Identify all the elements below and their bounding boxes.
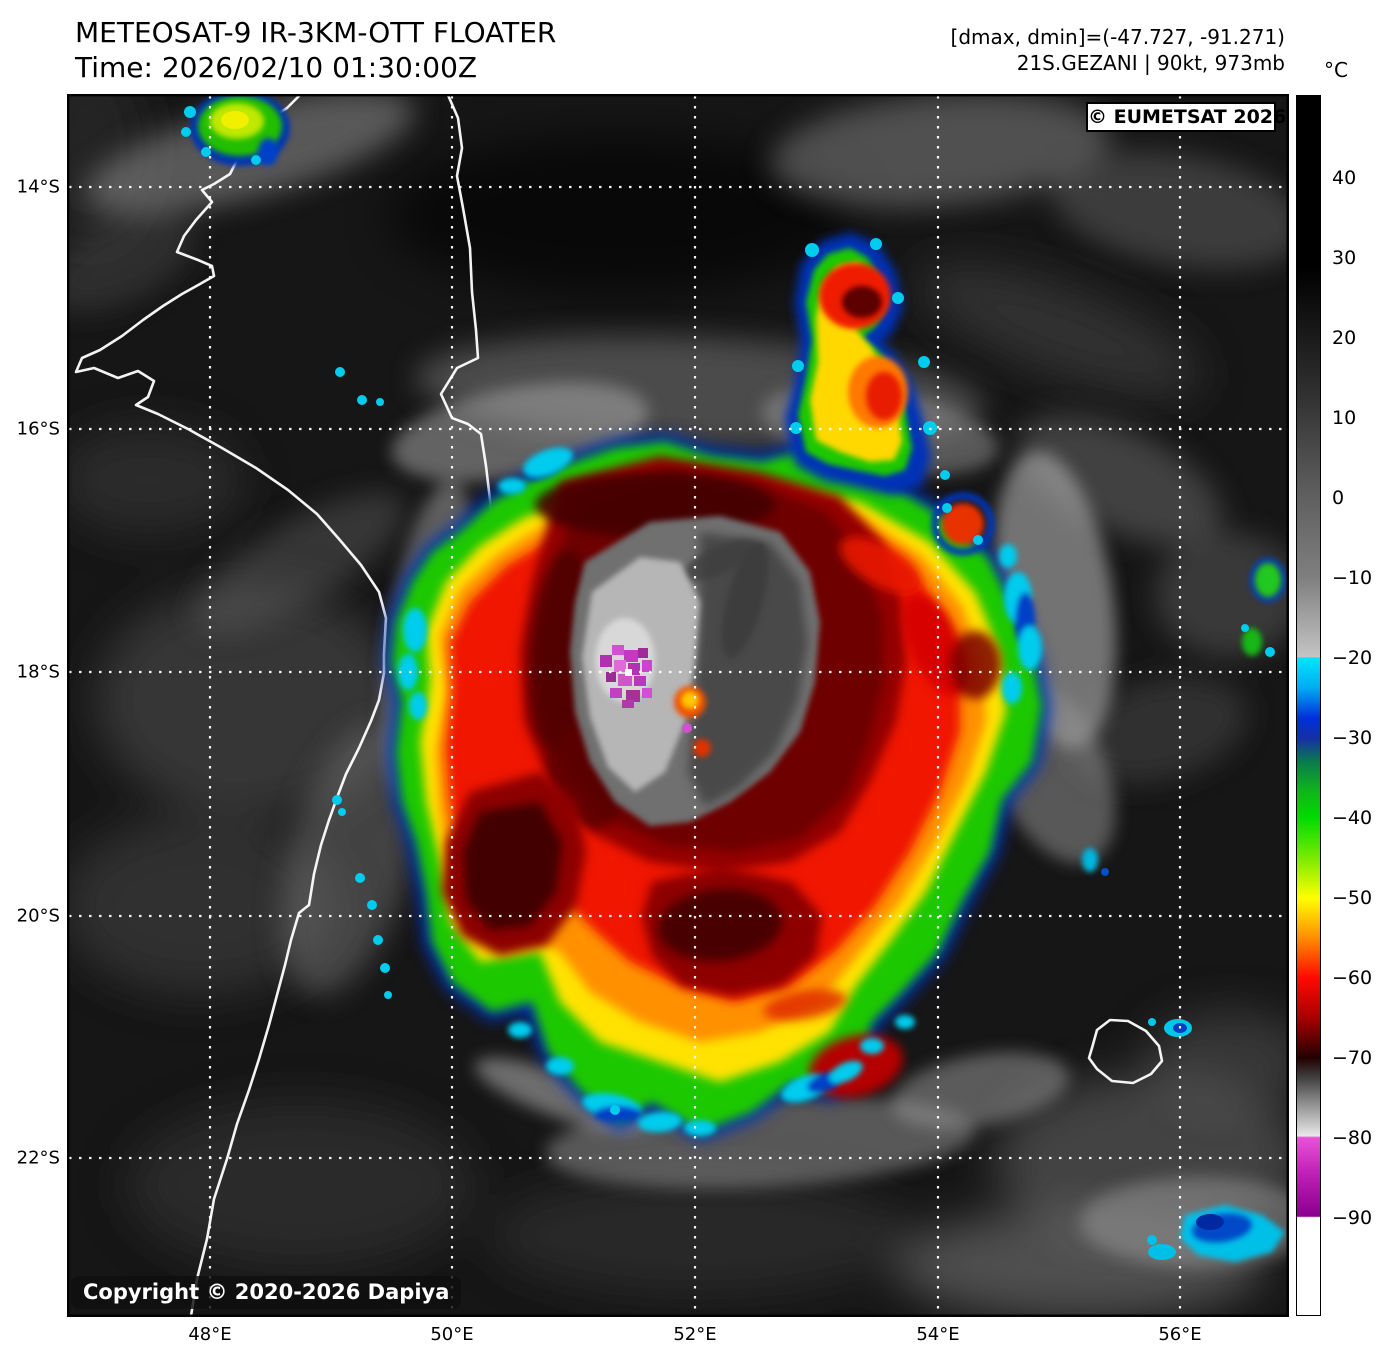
cyclone-eye <box>570 516 820 826</box>
page-title: METEOSAT-9 IR-3KM-OTT FLOATER <box>75 16 557 49</box>
eye-small-magenta-dot <box>682 723 692 733</box>
storm-metadata: [dmax, dmin]=(-47.727, -91.271) 21S.GEZAN… <box>951 24 1285 76</box>
northwest-storm-cell <box>181 94 290 166</box>
colorbar-tick-label: −10 <box>1332 567 1373 589</box>
colorbar-tick-label: 30 <box>1332 247 1357 269</box>
colorbar-tick-label: −60 <box>1332 967 1373 989</box>
latitude-tick-label: 20°S <box>16 905 60 927</box>
colorbar-tick-label: −30 <box>1332 727 1373 749</box>
longitude-tick-label: 56°E <box>1158 1324 1202 1345</box>
longitude-tick-label: 52°E <box>673 1324 717 1345</box>
colorbar-tick-label: −80 <box>1332 1127 1373 1149</box>
colorbar-tick-label: −20 <box>1332 647 1373 669</box>
latitude-tick-label: 16°S <box>16 418 60 440</box>
longitude-tick-label: 50°E <box>430 1324 474 1345</box>
storm-intensity-line: 21S.GEZANI | 90kt, 973mb <box>1016 51 1285 75</box>
colorbar-tick-label: 40 <box>1332 167 1357 189</box>
colorbar-tick-label: 20 <box>1332 327 1357 349</box>
copyright-badge: Copyright © 2020-2026 Dapiya <box>71 1276 462 1309</box>
satellite-image <box>67 94 1289 1317</box>
latitude-tick-label: 14°S <box>16 176 60 198</box>
scattered-cold-cells <box>1082 558 1286 1262</box>
latitude-tick-label: 22°S <box>16 1147 60 1169</box>
temperature-colorbar <box>1296 95 1321 1316</box>
cyan-specks <box>332 238 983 1115</box>
madagascar-west-coastline <box>74 94 388 1317</box>
provider-badge: © EUMETSAT 2026 <box>1086 102 1286 132</box>
longitude-tick-label: 54°E <box>916 1324 960 1345</box>
plot-border <box>67 94 1289 1317</box>
cyclone <box>181 94 1286 1262</box>
reunion-coastline <box>1087 1018 1164 1085</box>
eye-small-red-spot <box>693 739 711 757</box>
colorbar-tick-label: 0 <box>1332 487 1345 509</box>
colorbar-tick-label: −40 <box>1332 807 1373 829</box>
colorbar-tick-label: 10 <box>1332 407 1357 429</box>
south-cold-core-center <box>658 888 782 962</box>
isolated-convective-cell <box>931 492 995 556</box>
colorbar-tick-label: −70 <box>1332 1047 1373 1069</box>
temp-range-line: [dmax, dmin]=(-47.727, -91.271) <box>950 25 1285 49</box>
colorbar-unit-label: °C <box>1324 58 1348 82</box>
northeast-convective-band <box>784 232 932 496</box>
coldest-top-magenta-cluster <box>600 645 652 708</box>
cyan-fringe-patches <box>398 447 1042 1136</box>
longitude-tick-label: 48°E <box>188 1324 232 1345</box>
west-cold-core-center <box>463 802 562 930</box>
colorbar-tick-label: −50 <box>1332 887 1373 909</box>
colorbar-tick-label: −90 <box>1332 1207 1373 1229</box>
latitude-tick-label: 18°S <box>16 661 60 683</box>
eye-hot-tower-core <box>681 691 699 709</box>
timestamp: Time: 2026/02/10 01:30:00Z <box>75 51 478 84</box>
